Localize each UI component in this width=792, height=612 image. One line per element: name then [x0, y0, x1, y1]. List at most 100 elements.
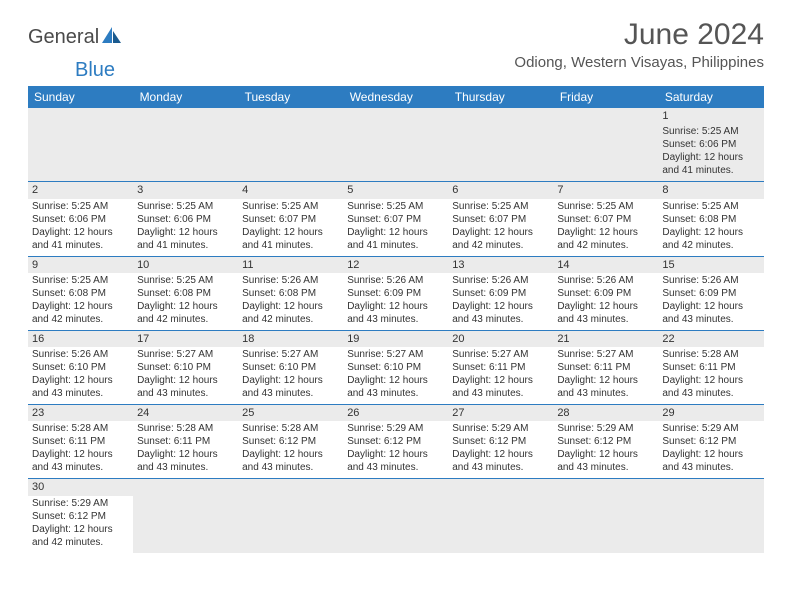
calendar-cell-empty: [28, 108, 133, 182]
calendar-cell: 26Sunrise: 5:29 AMSunset: 6:12 PMDayligh…: [343, 405, 448, 479]
cell-line: Daylight: 12 hours: [242, 374, 339, 387]
cell-line: and 43 minutes.: [452, 461, 549, 474]
cell-line: Sunrise: 5:25 AM: [137, 200, 234, 213]
cell-line: Sunset: 6:11 PM: [32, 435, 129, 448]
weekday-row: SundayMondayTuesdayWednesdayThursdayFrid…: [28, 86, 764, 108]
cell-line: Sunrise: 5:25 AM: [32, 200, 129, 213]
cell-line: Sunrise: 5:28 AM: [242, 422, 339, 435]
cell-line: Sunrise: 5:25 AM: [557, 200, 654, 213]
cell-line: Sunrise: 5:26 AM: [662, 274, 759, 287]
cell-line: and 43 minutes.: [32, 461, 129, 474]
calendar-cell: 28Sunrise: 5:29 AMSunset: 6:12 PMDayligh…: [553, 405, 658, 479]
weekday-header: Saturday: [658, 86, 763, 108]
calendar-cell: 23Sunrise: 5:28 AMSunset: 6:11 PMDayligh…: [28, 405, 133, 479]
cell-line: Sunrise: 5:26 AM: [347, 274, 444, 287]
calendar-cell: 13Sunrise: 5:26 AMSunset: 6:09 PMDayligh…: [448, 256, 553, 330]
cell-line: Daylight: 12 hours: [557, 226, 654, 239]
cell-line: Sunset: 6:12 PM: [242, 435, 339, 448]
calendar-row: 16Sunrise: 5:26 AMSunset: 6:10 PMDayligh…: [28, 330, 764, 404]
day-number: 12: [343, 257, 448, 273]
calendar-table: SundayMondayTuesdayWednesdayThursdayFrid…: [28, 86, 764, 553]
weekday-header: Wednesday: [343, 86, 448, 108]
cell-line: Sunrise: 5:27 AM: [242, 348, 339, 361]
cell-line: Sunrise: 5:29 AM: [662, 422, 759, 435]
cell-line: Daylight: 12 hours: [452, 448, 549, 461]
cell-line: Sunset: 6:10 PM: [137, 361, 234, 374]
calendar-cell: 8 Sunrise: 5:25 AMSunset: 6:08 PMDaylight…: [658, 182, 763, 256]
weekday-header: Sunday: [28, 86, 133, 108]
month-title: June 2024: [514, 18, 764, 52]
calendar-cell: 1Sunrise: 5:25 AMSunset: 6:06 PMDaylight…: [658, 108, 763, 182]
day-number: 8: [658, 182, 763, 198]
cell-line: and 41 minutes.: [137, 239, 234, 252]
cell-line: Daylight: 12 hours: [137, 226, 234, 239]
cell-line: and 41 minutes.: [32, 239, 129, 252]
cell-line: and 43 minutes.: [347, 461, 444, 474]
cell-line: Sunset: 6:07 PM: [452, 213, 549, 226]
cell-line: Daylight: 12 hours: [662, 226, 759, 239]
cell-line: and 43 minutes.: [137, 387, 234, 400]
cell-line: Sunrise: 5:25 AM: [452, 200, 549, 213]
calendar-cell: 3Sunrise: 5:25 AMSunset: 6:06 PMDaylight…: [133, 182, 238, 256]
logo-text-blue: Blue: [75, 59, 792, 82]
calendar-cell: 22Sunrise: 5:28 AMSunset: 6:11 PMDayligh…: [658, 330, 763, 404]
cell-line: Sunset: 6:12 PM: [347, 435, 444, 448]
calendar-row: 23Sunrise: 5:28 AMSunset: 6:11 PMDayligh…: [28, 405, 764, 479]
cell-line: Sunrise: 5:29 AM: [557, 422, 654, 435]
calendar-cell: 11Sunrise: 5:26 AMSunset: 6:08 PMDayligh…: [238, 256, 343, 330]
cell-line: Sunrise: 5:27 AM: [347, 348, 444, 361]
cell-line: Daylight: 12 hours: [242, 226, 339, 239]
cell-line: and 43 minutes.: [242, 387, 339, 400]
calendar-page: General June 2024 Odiong, Western Visaya…: [0, 0, 792, 571]
calendar-cell-empty: [553, 479, 658, 553]
cell-line: Sunset: 6:12 PM: [557, 435, 654, 448]
cell-line: Daylight: 12 hours: [32, 226, 129, 239]
calendar-cell: 17Sunrise: 5:27 AMSunset: 6:10 PMDayligh…: [133, 330, 238, 404]
calendar-cell-empty: [343, 479, 448, 553]
day-number: 19: [343, 331, 448, 347]
calendar-row: 9Sunrise: 5:25 AMSunset: 6:08 PMDaylight…: [28, 256, 764, 330]
cell-line: and 42 minutes.: [137, 313, 234, 326]
cell-line: and 43 minutes.: [32, 387, 129, 400]
day-number: 20: [448, 331, 553, 347]
day-number: 22: [658, 331, 763, 347]
cell-line: Sunset: 6:11 PM: [662, 361, 759, 374]
calendar-cell-empty: [448, 108, 553, 182]
cell-line: and 43 minutes.: [242, 461, 339, 474]
cell-line: and 42 minutes.: [32, 536, 129, 549]
cell-line: Sunset: 6:12 PM: [32, 510, 129, 523]
calendar-cell: 20Sunrise: 5:27 AMSunset: 6:11 PMDayligh…: [448, 330, 553, 404]
cell-line: and 43 minutes.: [452, 313, 549, 326]
day-number: 6: [448, 182, 553, 198]
cell-line: Sunrise: 5:26 AM: [32, 348, 129, 361]
cell-line: Sunset: 6:11 PM: [137, 435, 234, 448]
cell-line: Sunset: 6:08 PM: [662, 213, 759, 226]
calendar-cell: 5Sunrise: 5:25 AMSunset: 6:07 PMDaylight…: [343, 182, 448, 256]
cell-line: Daylight: 12 hours: [32, 448, 129, 461]
cell-line: Sunset: 6:06 PM: [137, 213, 234, 226]
cell-line: and 43 minutes.: [347, 313, 444, 326]
calendar-cell: 19Sunrise: 5:27 AMSunset: 6:10 PMDayligh…: [343, 330, 448, 404]
cell-line: Daylight: 12 hours: [137, 374, 234, 387]
calendar-cell-empty: [658, 479, 763, 553]
cell-line: Sunrise: 5:27 AM: [557, 348, 654, 361]
cell-line: Sunrise: 5:28 AM: [662, 348, 759, 361]
calendar-head: SundayMondayTuesdayWednesdayThursdayFrid…: [28, 86, 764, 108]
cell-line: Sunrise: 5:25 AM: [662, 200, 759, 213]
cell-line: Sunset: 6:07 PM: [347, 213, 444, 226]
cell-line: Daylight: 12 hours: [137, 300, 234, 313]
day-number: 5: [343, 182, 448, 198]
calendar-cell: 18Sunrise: 5:27 AMSunset: 6:10 PMDayligh…: [238, 330, 343, 404]
calendar-cell: 4Sunrise: 5:25 AMSunset: 6:07 PMDaylight…: [238, 182, 343, 256]
cell-line: Sunrise: 5:25 AM: [242, 200, 339, 213]
cell-line: Daylight: 12 hours: [662, 300, 759, 313]
cell-line: Daylight: 12 hours: [557, 374, 654, 387]
calendar-cell: 2Sunrise: 5:25 AMSunset: 6:06 PMDaylight…: [28, 182, 133, 256]
calendar-cell-empty: [448, 479, 553, 553]
day-number: 14: [553, 257, 658, 273]
logo-text-gray: General: [28, 26, 99, 49]
calendar-cell: 25Sunrise: 5:28 AMSunset: 6:12 PMDayligh…: [238, 405, 343, 479]
cell-line: Sunset: 6:09 PM: [662, 287, 759, 300]
cell-line: Sunrise: 5:27 AM: [452, 348, 549, 361]
cell-line: and 43 minutes.: [557, 313, 654, 326]
